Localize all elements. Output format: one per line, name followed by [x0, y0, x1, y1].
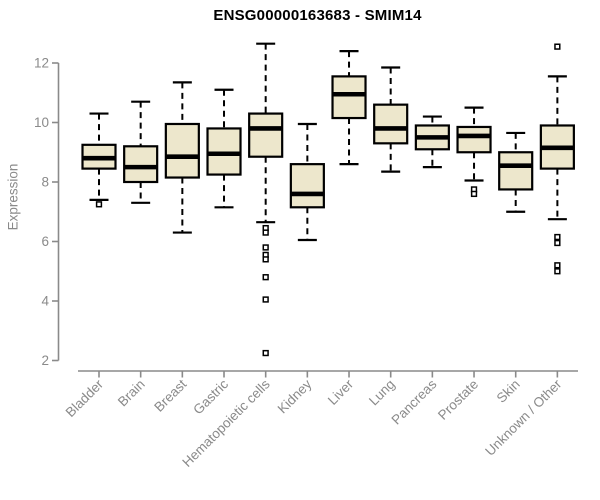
- iqr-box: [456, 125, 492, 154]
- x-category-label: Unknown / Other: [482, 376, 565, 459]
- x-category-label: Skin: [494, 377, 523, 406]
- iqr-box: [498, 151, 534, 191]
- boxplot-prostate: [456, 106, 492, 198]
- x-category-label: Gastric: [190, 376, 231, 417]
- iqr-box: [373, 103, 409, 145]
- outlier-point: [95, 201, 103, 208]
- x-category-label: Lung: [366, 377, 398, 409]
- boxplot-bladder: [81, 112, 117, 208]
- boxplot-gastric: [206, 88, 242, 209]
- boxplot-hematopoietic-cells: [248, 42, 284, 357]
- outlier-point: [554, 233, 561, 241]
- x-category-label: Pancreas: [389, 376, 440, 427]
- x-category-label: Brain: [115, 377, 148, 410]
- boxplot-brain: [123, 100, 159, 204]
- y-tick-label: 12: [34, 56, 49, 71]
- outlier-point: [262, 349, 269, 357]
- outlier-point: [262, 244, 269, 251]
- y-tick-label: 8: [41, 175, 49, 190]
- iqr-box: [164, 122, 200, 179]
- outlier-point: [262, 274, 269, 281]
- x-category-label: Kidney: [275, 376, 315, 416]
- boxplot-skin: [498, 131, 534, 213]
- outlier-point: [262, 229, 269, 236]
- chart-title: ENSG00000163683 - SMIM14: [213, 7, 422, 24]
- x-category-label: Bladder: [63, 376, 107, 420]
- y-tick-label: 2: [41, 353, 49, 368]
- boxplot-pancreas: [414, 115, 450, 169]
- outlier-point: [262, 256, 269, 263]
- boxplot-liver: [331, 49, 367, 166]
- outlier-point: [262, 296, 269, 303]
- boxplot-lung: [373, 66, 409, 173]
- outlier-point: [470, 190, 478, 198]
- x-category-label: Liver: [325, 376, 357, 408]
- boxplot-breast: [164, 81, 200, 234]
- outlier-point: [554, 262, 561, 269]
- iqr-box: [123, 145, 159, 184]
- iqr-box: [331, 75, 367, 120]
- outlier-point: [554, 239, 561, 247]
- x-category-label: Breast: [151, 376, 189, 414]
- x-category-label: Prostate: [435, 377, 481, 423]
- outlier-point: [554, 43, 561, 50]
- y-tick-label: 4: [41, 294, 49, 309]
- iqr-box: [289, 163, 325, 209]
- y-tick-label: 6: [41, 234, 49, 249]
- outlier-point: [554, 268, 561, 275]
- iqr-box: [248, 112, 284, 158]
- y-tick-label: 10: [34, 115, 49, 130]
- boxplot-kidney: [289, 122, 325, 242]
- boxplot-unknown-other: [539, 43, 575, 275]
